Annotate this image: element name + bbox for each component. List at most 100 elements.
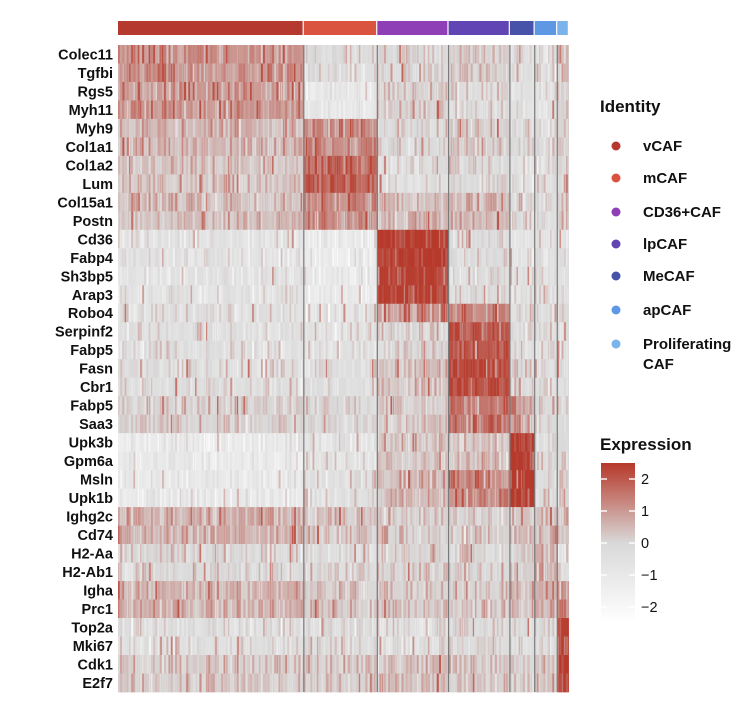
heatmap-stripe (412, 174, 415, 194)
heatmap-stripe (343, 155, 346, 175)
heatmap-stripe (234, 155, 236, 175)
heatmap-stripe (472, 45, 475, 64)
heatmap-stripe (496, 359, 499, 379)
heatmap-stripe (166, 340, 169, 360)
heatmap-stripe (195, 192, 197, 212)
heatmap-stripe (162, 285, 165, 305)
heatmap-stripe (543, 137, 546, 157)
heatmap-stripe (419, 266, 422, 286)
heatmap-stripe (272, 433, 274, 452)
heatmap-stripe (258, 174, 261, 194)
heatmap-stripe (499, 340, 502, 360)
heatmap-stripe (144, 322, 147, 342)
heatmap-stripe (186, 81, 189, 101)
heatmap-stripe (159, 396, 162, 416)
heatmap-stripe (239, 359, 241, 379)
heatmap-stripe (298, 100, 300, 120)
heatmap-stripe (505, 377, 508, 397)
heatmap-stripe (543, 174, 546, 194)
heatmap-stripe (363, 248, 366, 268)
heatmap-stripe (308, 340, 311, 360)
heatmap-stripe (298, 174, 300, 194)
heatmap-stripe (529, 192, 533, 212)
heatmap-stripe (505, 470, 509, 489)
heatmap-stripe (122, 285, 124, 305)
heatmap-stripe (184, 174, 186, 194)
heatmap-stripe (379, 45, 382, 64)
heatmap-stripe (563, 433, 566, 452)
heatmap-stripe (350, 192, 353, 212)
heatmap-stripe (474, 451, 477, 471)
heatmap-stripe (499, 211, 502, 231)
heatmap-stripe (520, 248, 523, 268)
heatmap-stripe (323, 63, 326, 83)
heatmap-stripe (325, 359, 328, 379)
heatmap-stripe (399, 396, 402, 416)
heatmap-stripe (252, 266, 255, 286)
heatmap-stripe (236, 155, 239, 175)
heatmap-stripe (483, 359, 486, 379)
heatmap-stripe (394, 433, 397, 452)
heatmap-stripe (274, 433, 277, 452)
heatmap-stripe (388, 211, 391, 231)
heatmap-stripe (356, 359, 359, 379)
heatmap-stripe (388, 100, 391, 120)
heatmap-stripe (267, 340, 270, 360)
heatmap-stripe (432, 470, 435, 489)
heatmap-stripe (173, 248, 175, 268)
heatmap-stripe (490, 303, 492, 323)
heatmap-stripe (496, 451, 500, 471)
heatmap-stripe (206, 229, 209, 249)
heatmap-stripe (120, 192, 123, 212)
heatmap-stripe (179, 451, 182, 471)
heatmap-stripe (518, 100, 521, 120)
heatmap-stripe (232, 322, 235, 342)
heatmap-stripe (390, 63, 393, 83)
heatmap-stripe (425, 229, 428, 249)
heatmap-stripe (241, 248, 244, 268)
heatmap-stripe (317, 211, 319, 231)
heatmap-stripe (434, 45, 437, 64)
heatmap-stripe (423, 322, 426, 342)
heatmap-stripe (419, 192, 421, 212)
heatmap-stripe (425, 340, 428, 360)
heatmap-stripe (383, 192, 386, 212)
heatmap-stripe (448, 137, 451, 157)
heatmap-stripe (330, 174, 333, 194)
heatmap-stripe (188, 229, 191, 249)
heatmap-stripe (228, 229, 230, 249)
heatmap-stripe (401, 414, 404, 434)
heatmap-stripe (434, 433, 437, 452)
heatmap-stripe (151, 63, 153, 83)
heatmap-stripe (245, 118, 248, 138)
heatmap-stripe (126, 137, 129, 157)
heatmap-stripe (412, 377, 415, 397)
heatmap-stripe (503, 377, 505, 397)
heatmap-stripe (356, 174, 359, 194)
heatmap-stripe (306, 137, 308, 157)
heatmap-stripe (236, 174, 239, 194)
heatmap-stripe (419, 322, 421, 342)
heatmap-stripe (188, 63, 191, 83)
heatmap-stripe (314, 118, 317, 138)
heatmap-stripe (445, 451, 448, 471)
heatmap-stripe (421, 359, 423, 379)
heatmap-stripe (427, 45, 430, 64)
heatmap-stripe (223, 285, 225, 305)
heatmap-stripe (278, 174, 281, 194)
heatmap-stripe (410, 155, 413, 175)
heatmap-stripe (120, 396, 122, 416)
heatmap-stripe (352, 248, 355, 268)
heatmap-stripe (505, 248, 508, 268)
heatmap-stripe (317, 433, 319, 452)
heatmap-stripe (523, 340, 526, 360)
heatmap-stripe (241, 155, 244, 175)
heatmap-stripe (388, 396, 391, 416)
heatmap-stripe (412, 63, 415, 83)
heatmap-stripe (252, 451, 254, 471)
heatmap-stripe (300, 377, 303, 397)
heatmap-stripe (285, 137, 287, 157)
heatmap-stripe (367, 303, 370, 323)
heatmap-stripe (334, 100, 337, 120)
heatmap-stripe (534, 414, 537, 434)
